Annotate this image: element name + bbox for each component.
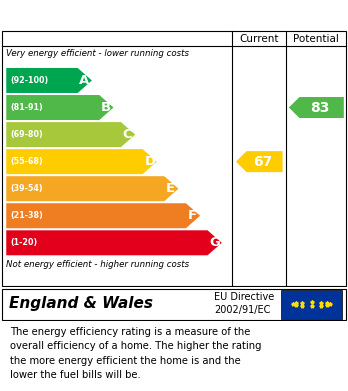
Text: D: D	[144, 155, 156, 168]
Polygon shape	[6, 68, 92, 93]
Polygon shape	[6, 149, 157, 174]
Polygon shape	[6, 122, 135, 147]
Text: F: F	[188, 209, 197, 222]
Text: A: A	[79, 74, 90, 87]
Polygon shape	[6, 176, 179, 201]
Text: England & Wales: England & Wales	[9, 296, 153, 311]
Text: C: C	[123, 128, 132, 141]
Text: (39-54): (39-54)	[10, 184, 43, 193]
Text: (1-20): (1-20)	[10, 238, 38, 247]
Text: Very energy efficient - lower running costs: Very energy efficient - lower running co…	[6, 48, 189, 57]
Text: G: G	[209, 236, 220, 249]
Bar	[281, 290, 342, 319]
Text: Potential: Potential	[293, 34, 339, 44]
Text: The energy efficiency rating is a measure of the
overall efficiency of a home. T: The energy efficiency rating is a measur…	[10, 327, 262, 380]
Polygon shape	[6, 95, 113, 120]
Polygon shape	[6, 230, 222, 255]
Text: (81-91): (81-91)	[10, 103, 43, 112]
Text: E: E	[166, 182, 175, 195]
Text: 83: 83	[310, 100, 330, 115]
Polygon shape	[289, 97, 344, 118]
Text: 67: 67	[253, 154, 272, 169]
Text: Not energy efficient - higher running costs: Not energy efficient - higher running co…	[6, 260, 189, 269]
Text: (69-80): (69-80)	[10, 130, 43, 139]
Text: B: B	[101, 101, 111, 114]
Polygon shape	[236, 151, 283, 172]
Text: (92-100): (92-100)	[10, 76, 49, 85]
Text: EU Directive
2002/91/EC: EU Directive 2002/91/EC	[214, 292, 274, 315]
Text: Energy Efficiency Rating: Energy Efficiency Rating	[9, 8, 219, 23]
Text: (55-68): (55-68)	[10, 157, 43, 166]
Text: (21-38): (21-38)	[10, 211, 43, 220]
Polygon shape	[6, 203, 200, 228]
Text: Current: Current	[239, 34, 279, 44]
